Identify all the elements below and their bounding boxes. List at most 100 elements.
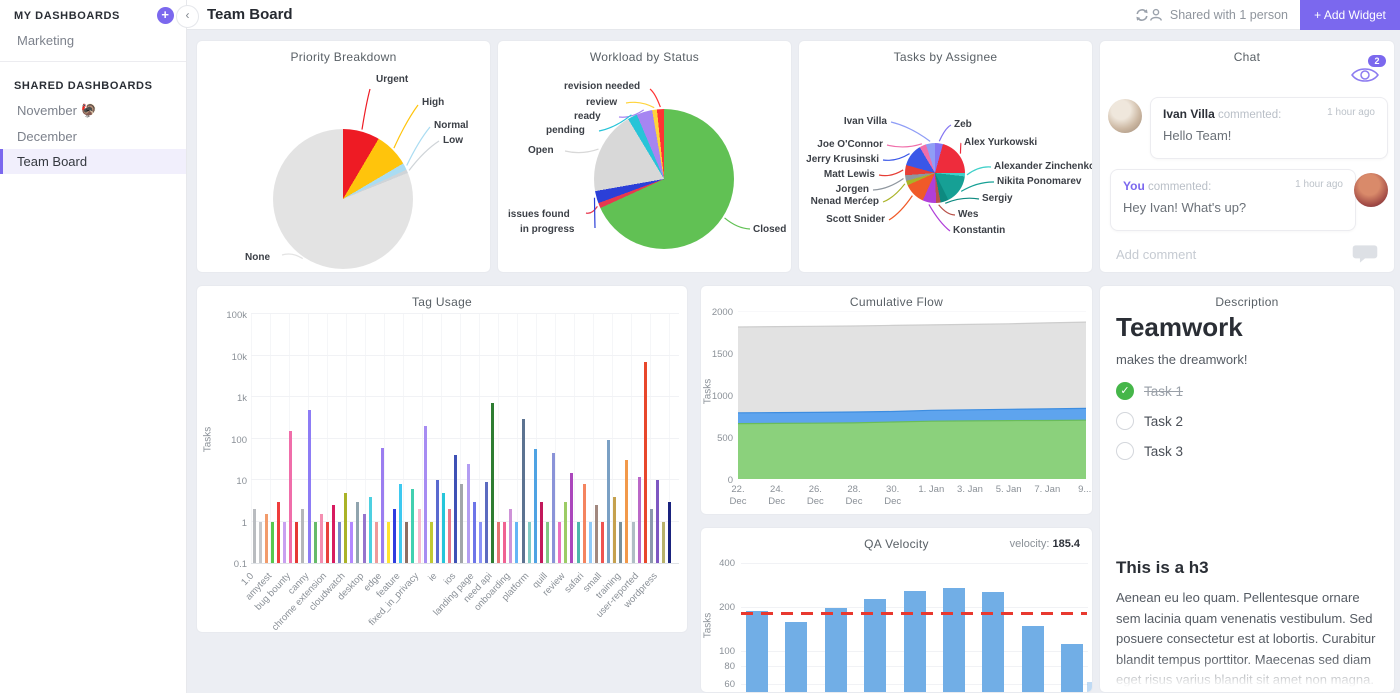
y-tick: 10	[236, 476, 247, 487]
assignee-pie-chart[interactable]	[905, 143, 965, 203]
widget-title: Priority Breakdown	[290, 50, 397, 64]
tag-bar	[472, 501, 476, 563]
tag-bar	[289, 431, 293, 563]
message-time: 1 hour ago	[1327, 107, 1375, 118]
velocity-readout: velocity: 185.4	[1010, 538, 1080, 550]
pie-label-in-progress: in progress	[520, 224, 575, 235]
message-text: Hello Team!	[1163, 128, 1232, 143]
qa-bar[interactable]	[1021, 626, 1044, 692]
pie-label-alexander-zinchenko: Alexander Zinchenko	[994, 161, 1093, 172]
qa-bar[interactable]	[903, 590, 926, 692]
dashboard-grid: Priority Breakdown Urgent High Normal Lo…	[187, 30, 1400, 693]
add-widget-button[interactable]: + Add Widget	[1300, 0, 1400, 30]
refresh-icon[interactable]	[1134, 7, 1150, 23]
qa-bar-partial	[1087, 681, 1092, 692]
watchers-eye-icon[interactable]: 2	[1350, 55, 1386, 87]
pie-label-joe-oconnor: Joe O'Connor	[817, 139, 883, 150]
pie-label-normal: Normal	[434, 120, 469, 131]
priority-pie-chart[interactable]	[273, 129, 413, 269]
sidebar-collapse-icon[interactable]: ‹	[176, 5, 199, 28]
sidebar-item-december[interactable]: December	[17, 129, 77, 144]
y-tick: 100k	[226, 310, 247, 321]
task-label[interactable]: Task 1	[1144, 383, 1184, 399]
widget-title: Cumulative Flow	[849, 295, 944, 309]
pie-label-review: review	[586, 97, 618, 108]
tag-bar	[417, 509, 421, 563]
shared-dashboards-label: SHARED DASHBOARDS	[14, 80, 153, 92]
task-checkbox-checked[interactable]: ✓	[1116, 382, 1134, 400]
tag-bar	[649, 509, 653, 563]
tag-bar	[582, 484, 586, 563]
x-tick: 28. Dec	[845, 484, 863, 508]
qa-bar[interactable]	[982, 592, 1005, 692]
task-checkbox[interactable]	[1116, 442, 1134, 460]
pie-label-jorgen: Jorgen	[835, 184, 869, 195]
message-action: commented:	[1147, 181, 1212, 193]
sidebar-item-team-board[interactable]: Team Board	[0, 149, 186, 174]
tag-bar	[668, 501, 672, 563]
tag-bar	[405, 521, 409, 563]
tag-usage-bar-chart[interactable]	[251, 313, 679, 564]
message-action: commented:	[1218, 109, 1282, 121]
gridline	[251, 520, 679, 522]
y-tick: 1	[241, 517, 247, 529]
tag-bar	[276, 501, 280, 563]
tag-bar	[399, 484, 403, 563]
gridline	[251, 479, 679, 480]
pie-label-zeb: Zeb	[954, 119, 972, 130]
x-tick: 1. Jan	[918, 484, 945, 495]
tag-bar	[637, 476, 641, 563]
widget-description: Description Teamwork makes the dreamwork…	[1099, 285, 1395, 693]
pie-label-none: None	[245, 252, 270, 263]
widget-tag-usage: Tag Usage Tasks 100k 10k 1k 100 10 1 0.1 1.0 amy…	[196, 285, 688, 633]
tag-bar	[631, 521, 635, 563]
chat-message: 1 hour ago You commented: Hey Ivan! What…	[1110, 169, 1356, 231]
workload-pie-chart[interactable]	[594, 109, 734, 249]
tag-bar	[331, 505, 335, 563]
add-comment-input[interactable]: Add comment	[1116, 247, 1197, 262]
y-tick: 100	[719, 646, 735, 658]
tag-bar	[344, 492, 348, 563]
pie-label-nenad-mercep: Nenad Merćep	[810, 196, 879, 207]
tag-bar	[423, 426, 427, 563]
message-author[interactable]: Ivan Villa	[1163, 107, 1215, 121]
qa-bar[interactable]	[746, 611, 768, 692]
task-row: Task 2	[1116, 412, 1183, 430]
tag-bar	[674, 522, 677, 564]
tag-bar	[387, 521, 390, 563]
qa-bar[interactable]	[1061, 644, 1084, 692]
task-label[interactable]: Task 3	[1144, 443, 1184, 459]
task-checkbox[interactable]	[1116, 412, 1134, 430]
gridline	[251, 354, 679, 356]
shared-with-label: Shared with 1 person	[1169, 8, 1288, 22]
tag-bar	[368, 496, 372, 563]
pie-label-alex-yurkowski: Alex Yurkowski	[964, 137, 1038, 148]
y-tick: 10k	[231, 351, 247, 363]
x-tick: 7. Jan	[1034, 484, 1061, 495]
pie-label-urgent: Urgent	[376, 74, 409, 85]
comment-bubble-icon[interactable]	[1352, 243, 1378, 270]
qa-bar[interactable]	[864, 599, 887, 692]
qa-bar[interactable]	[785, 622, 808, 692]
tag-bar	[607, 440, 611, 563]
velocity-target-line	[741, 612, 1087, 616]
tag-bar	[460, 484, 464, 563]
pie-label-nikita-ponomarev: Nikita Ponomarev	[997, 176, 1082, 187]
qa-bar[interactable]	[824, 608, 847, 692]
qa-bar[interactable]	[943, 588, 965, 692]
my-dashboards-label: MY DASHBOARDS	[14, 10, 120, 22]
pie-label-sergiy: Sergiy	[982, 193, 1013, 204]
message-time: 1 hour ago	[1295, 179, 1343, 190]
tag-bar	[270, 521, 274, 563]
velocity-value: 185.4	[1052, 538, 1080, 550]
widget-title: Tag Usage	[411, 295, 473, 309]
sidebar-item-marketing[interactable]: Marketing	[17, 33, 75, 48]
tag-bar	[497, 521, 501, 563]
sidebar-item-november[interactable]: November 🦃	[17, 103, 97, 118]
message-author[interactable]: You	[1123, 179, 1145, 193]
shared-with-button[interactable]: Shared with 1 person	[1148, 0, 1288, 30]
add-dashboard-icon[interactable]: +	[157, 7, 174, 24]
pie-label-konstantin: Konstantin	[953, 225, 1006, 236]
task-label[interactable]: Task 2	[1144, 413, 1184, 429]
cumulative-flow-area-chart[interactable]	[738, 311, 1086, 479]
